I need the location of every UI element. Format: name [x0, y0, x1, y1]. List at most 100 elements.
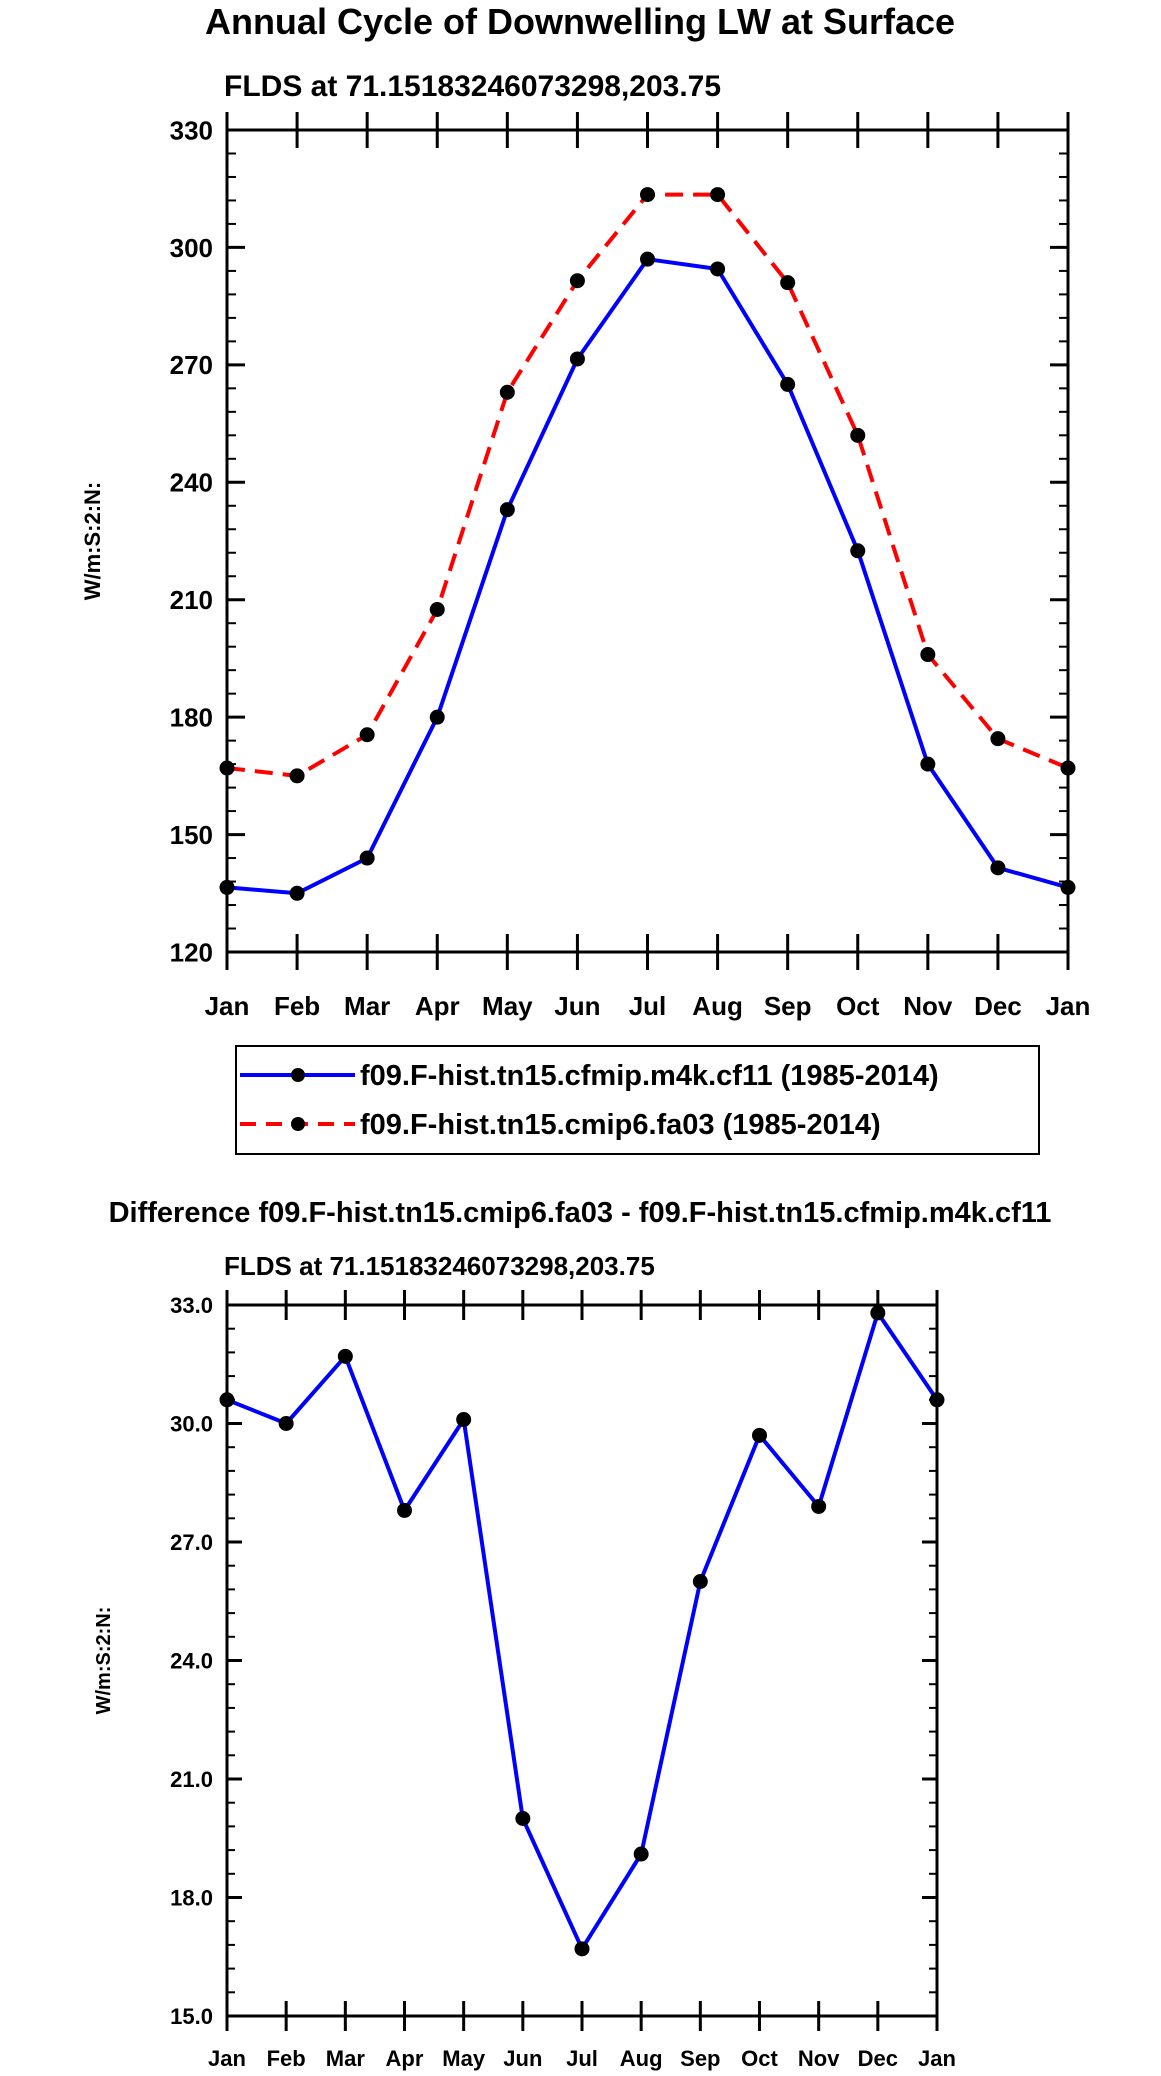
data-point [1060, 879, 1076, 895]
legend-box [235, 1045, 1040, 1155]
x-tick-label: May [482, 991, 533, 1021]
plot-area: 120 150 180 210 240 270 300 330 Jan Feb Mar Apr May J… [170, 112, 1091, 1021]
data-point [499, 502, 515, 518]
x-tick-label: Sep [680, 2046, 720, 2071]
data-point [710, 261, 726, 277]
y-tick-label: 240 [170, 468, 213, 498]
data-point [710, 187, 726, 203]
data-point [692, 1574, 708, 1589]
difference-chart: Difference f09.F-hist.tn15.cmip6.fa03 - … [93, 1197, 1051, 2071]
x-tick-label: Jul [629, 991, 667, 1021]
x-tick-label: Jan [1046, 991, 1091, 1021]
x-tick-label: May [442, 2046, 486, 2071]
legend-marker-1 [291, 1068, 305, 1082]
x-tick-label: Jul [566, 2046, 598, 2071]
legend-label-2: f09.F-hist.tn15.cmip6.fa03 (1985-2014) [360, 1109, 881, 1141]
x-tick-label: Mar [344, 991, 390, 1021]
chart-title: Annual Cycle of Downwelling LW at Surfac… [205, 1, 955, 42]
y-tick-label: 24.0 [170, 1648, 213, 1673]
x-tick-label: Aug [620, 2046, 663, 2071]
y-tick-label: 180 [170, 703, 213, 733]
y-tick-label: 21.0 [170, 1767, 213, 1792]
data-point [752, 1427, 767, 1443]
y-tick-label: 210 [170, 585, 213, 615]
x-tick-label: Dec [974, 991, 1022, 1021]
chart-subtitle: FLDS at 71.15183246073298,203.75 [224, 70, 721, 103]
legend-marker-2 [291, 1117, 305, 1131]
plot-frame [225, 1303, 939, 2018]
x-tick-label: Oct [741, 2046, 778, 2071]
x-tick-label: Sep [764, 991, 812, 1021]
data-point [574, 1941, 590, 1957]
y-tick-label: 33.0 [170, 1293, 213, 1318]
data-point [278, 1416, 294, 1431]
y-tick-label: 150 [170, 820, 213, 850]
x-tick-label: Apr [386, 2046, 424, 2071]
data-point [337, 1348, 353, 1364]
data-point [870, 1305, 886, 1321]
data-point [289, 885, 305, 901]
data-point [990, 731, 1006, 747]
x-tick-label: Mar [326, 2046, 366, 2071]
data-point [811, 1498, 827, 1514]
annual-cycle-chart: Annual Cycle of Downwelling LW at Surfac… [80, 1, 1091, 1155]
x-tick-label: Dec [858, 2046, 898, 2071]
y-tick-label: 330 [170, 115, 213, 145]
data-point [850, 543, 866, 559]
x-tick-label: Oct [836, 991, 880, 1021]
y-tick-label: 27.0 [170, 1530, 213, 1555]
data-point [397, 1502, 412, 1518]
legend-label-1: f09.F-hist.tn15.cfmip.m4k.cf11 (1985-201… [360, 1060, 939, 1092]
data-point [569, 273, 585, 289]
y-axis-label: W/m:S:2:N: [93, 1607, 115, 1715]
data-point [850, 427, 866, 443]
data-point [429, 709, 445, 725]
data-point [780, 376, 796, 392]
data-point [219, 1392, 235, 1408]
plot-area: 15.0 18.0 21.0 24.0 27.0 30.0 33.0 Jan Feb Mar Apr… [170, 1290, 956, 2071]
data-point [569, 351, 585, 367]
data-point [920, 756, 936, 772]
chart-subtitle: FLDS at 71.15183246073298,203.75 [224, 1251, 655, 1281]
x-tick-label: Feb [267, 2046, 306, 2071]
x-tick-label: Jan [918, 2046, 956, 2071]
data-point [990, 860, 1006, 876]
data-point [780, 275, 796, 291]
data-point [359, 727, 375, 743]
x-tick-label: Jan [208, 2046, 246, 2071]
x-tick-label: Nov [798, 2046, 840, 2071]
data-point [499, 384, 515, 400]
data-point [219, 760, 235, 776]
x-tick-label: Jun [503, 2046, 542, 2071]
series-line [226, 192, 1069, 778]
data-point [359, 850, 375, 866]
series-line [226, 257, 1069, 896]
data-point [640, 251, 655, 267]
data-point [515, 1811, 531, 1826]
x-tick-label: Jun [554, 991, 600, 1021]
data-point [633, 1846, 649, 1862]
x-tick-label: Aug [692, 991, 743, 1021]
y-tick-label: 30.0 [170, 1411, 213, 1436]
y-tick-label: 18.0 [170, 1885, 213, 1910]
data-point [640, 187, 655, 203]
x-tick-label: Jan [205, 991, 250, 1021]
chart-title: Difference f09.F-hist.tn15.cmip6.fa03 - … [109, 1197, 1052, 1229]
y-tick-label: 300 [170, 233, 213, 263]
data-point [1060, 760, 1076, 776]
y-tick-label: 120 [170, 937, 213, 967]
x-tick-label: Apr [415, 991, 460, 1021]
data-point [289, 768, 305, 784]
data-point [920, 647, 936, 663]
y-tick-label: 270 [170, 350, 213, 380]
x-tick-label: Feb [274, 991, 320, 1021]
x-tick-label: Nov [903, 991, 953, 1021]
data-point [456, 1412, 472, 1428]
y-axis-label: W/m:S:2:N: [80, 482, 105, 601]
legend: f09.F-hist.tn15.cfmip.m4k.cf11 (1985-201… [235, 1045, 1040, 1155]
data-point [929, 1392, 945, 1408]
series-line [226, 1310, 939, 1951]
data-point [219, 879, 235, 895]
data-point [429, 602, 445, 617]
